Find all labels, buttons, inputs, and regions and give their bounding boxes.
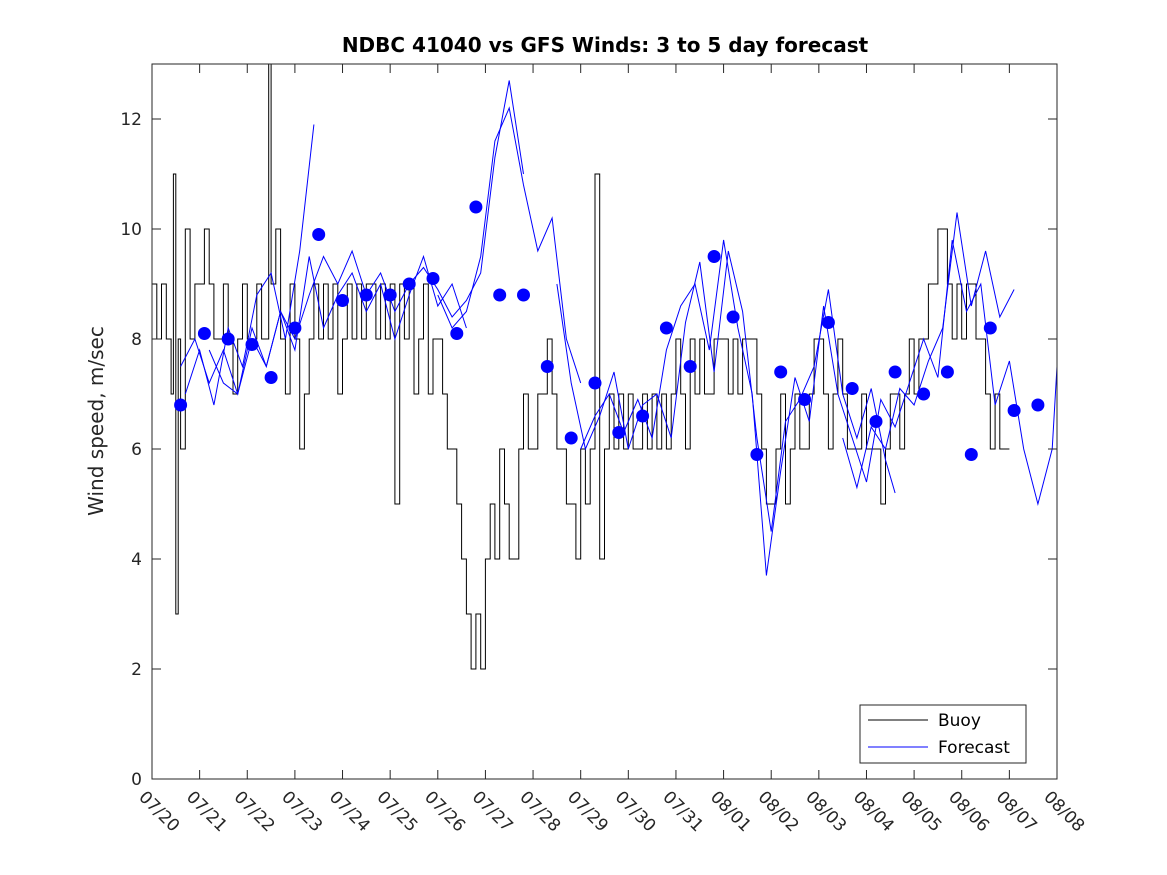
forecast-point [359, 288, 373, 302]
forecast-point [402, 277, 416, 291]
y-tick-label: 4 [131, 550, 142, 570]
forecast-point [288, 321, 302, 335]
forecast-point [469, 200, 483, 214]
chart-title: NDBC 41040 vs GFS Winds: 3 to 5 day fore… [342, 33, 869, 57]
forecast-point [888, 365, 902, 379]
forecast-point [450, 327, 464, 340]
forecast-point [636, 409, 650, 423]
forecast-point [540, 360, 554, 373]
y-axis-label: Wind speed, m/sec [84, 326, 108, 516]
y-tick-label: 2 [131, 660, 142, 680]
forecast-point [197, 327, 211, 340]
forecast-point [264, 371, 278, 384]
forecast-point [683, 360, 697, 373]
y-tick-label: 0 [131, 770, 142, 790]
forecast-point [1031, 398, 1045, 412]
forecast-series-line-2 [184, 124, 315, 406]
y-tick-label: 12 [120, 110, 142, 130]
forecast-point [964, 448, 978, 461]
y-tick-label: 10 [120, 220, 142, 240]
forecast-point [869, 415, 883, 428]
forecast-point [336, 294, 349, 307]
legend-box [859, 704, 1027, 764]
forecast-point [1007, 404, 1021, 417]
forecast-point [383, 288, 397, 302]
forecast-point [917, 387, 931, 401]
forecast-point [493, 288, 507, 302]
forecast-point [174, 398, 188, 412]
forecast-point [517, 288, 530, 302]
forecast-point [774, 365, 788, 379]
forecast-point [940, 365, 954, 379]
forecast-point [983, 321, 997, 335]
forecast-point [245, 338, 259, 351]
y-tick-label: 8 [131, 330, 142, 350]
forecast-series-line-1 [180, 254, 467, 396]
y-tick-label: 6 [131, 440, 142, 460]
forecast-point [659, 321, 673, 335]
forecast-series-line-7 [842, 212, 1015, 490]
forecast-point [750, 448, 764, 461]
buoy-series-line [152, 64, 1010, 670]
forecast-point [426, 272, 440, 285]
forecast-point [221, 332, 235, 346]
forecast-point [726, 310, 740, 324]
forecast-series-line-5 [556, 250, 896, 532]
forecast-point [312, 228, 326, 241]
forecast-point [821, 316, 835, 329]
forecast-point [588, 376, 602, 390]
legend-forecast-label: Forecast [938, 738, 1010, 758]
forecast-point [845, 382, 859, 395]
plot-area-frame [151, 63, 1058, 780]
forecast-point [707, 250, 721, 263]
legend: Buoy Forecast [859, 704, 1027, 764]
forecast-point [798, 393, 812, 406]
forecast-series-line-4 [437, 106, 582, 384]
legend-buoy-label: Buoy [938, 711, 981, 731]
forecast-point [564, 431, 578, 445]
forecast-point [612, 426, 626, 439]
